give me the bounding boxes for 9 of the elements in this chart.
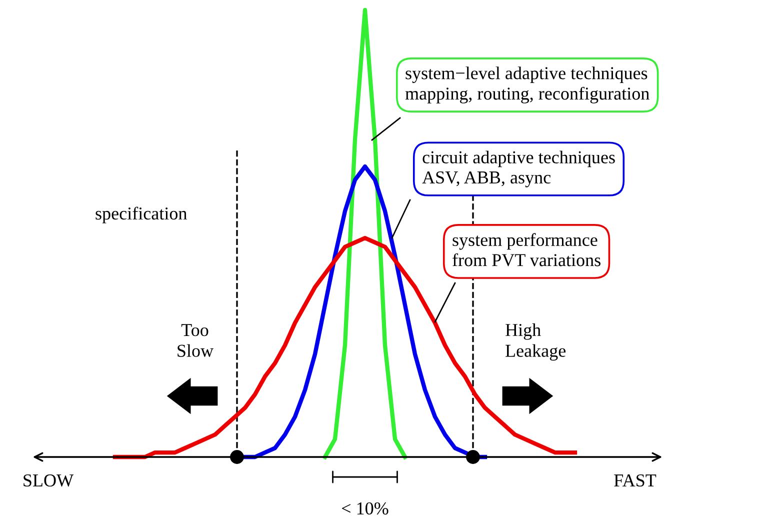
text: FAST — [614, 474, 656, 487]
text: SLOW — [24, 474, 74, 487]
text: system performance from PVT variations — [452, 233, 600, 266]
annotation: Too Slow — [178, 324, 214, 357]
series-label: system−level adaptive techniques mapping, routing, reconfiguration — [405, 66, 650, 104]
text: circuit adaptive techniques ASV, ABB, async — [422, 150, 615, 188]
annotation: High Leakage — [506, 323, 566, 361]
text: < 10% — [342, 502, 388, 515]
annotation: specification — [96, 206, 187, 224]
